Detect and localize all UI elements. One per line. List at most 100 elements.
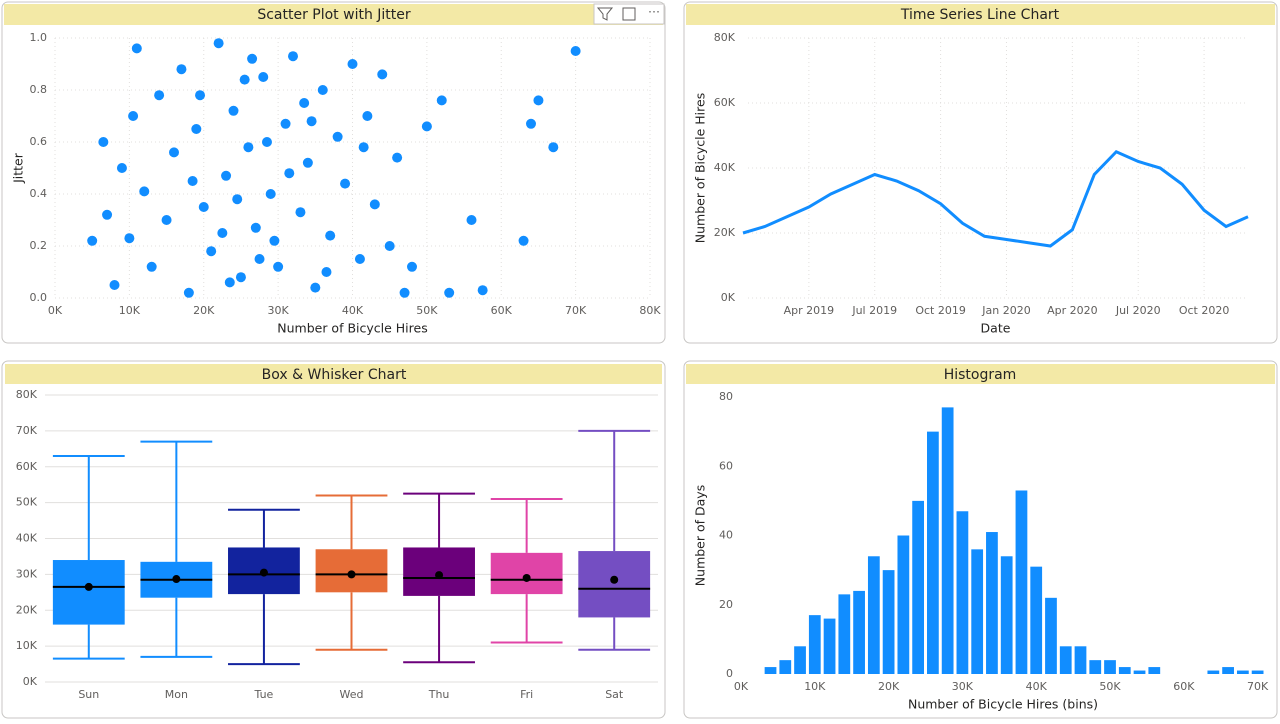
bar: [1222, 667, 1234, 674]
panel-header: [686, 4, 1275, 25]
chart-title: Time Series Line Chart: [900, 7, 1060, 23]
y-tick-label: 80K: [16, 388, 38, 401]
point: [243, 142, 254, 153]
point: [102, 209, 113, 220]
bar: [1118, 667, 1131, 674]
point: [261, 137, 272, 147]
y-tick-label: 0K: [721, 291, 736, 304]
filter-icon[interactable]: [596, 7, 614, 21]
bar: [971, 549, 984, 674]
panel-header: [4, 4, 663, 25]
bar: [912, 500, 925, 674]
chart-title: Box & Whisker Chart: [262, 367, 407, 383]
y-tick-label: 50K: [16, 496, 38, 509]
x-tick-label: Oct 2020: [1179, 304, 1230, 317]
x-tick-label: 60K: [491, 304, 513, 317]
point: [369, 199, 380, 210]
y-tick-label: 70K: [16, 424, 38, 437]
point: [258, 72, 269, 82]
y-tick-label: 1.0: [30, 31, 48, 44]
point: [169, 147, 179, 158]
bar: [941, 407, 954, 674]
point: [247, 53, 258, 64]
bar: [1207, 670, 1220, 674]
point: [358, 142, 369, 153]
point: [407, 261, 417, 272]
bar: [1059, 646, 1072, 674]
bar: [823, 618, 836, 674]
x-tick-label: Wed: [340, 688, 364, 701]
point: [295, 207, 306, 218]
point: [310, 282, 321, 293]
point: [436, 95, 447, 106]
point: [325, 230, 336, 241]
point: [533, 95, 544, 106]
x-tick-label: 30K: [952, 680, 974, 693]
point: [228, 105, 239, 116]
point: [116, 163, 127, 173]
point: [421, 121, 432, 132]
point: [235, 272, 246, 283]
point: [399, 287, 410, 298]
bar: [1148, 667, 1161, 674]
point: [176, 64, 187, 75]
point: [280, 118, 291, 129]
line: [742, 149, 1249, 248]
point: [269, 235, 280, 246]
y-tick-label: 0.6: [30, 135, 48, 148]
x-tick-label: 30K: [268, 304, 290, 317]
bar: [1104, 660, 1116, 674]
point: [570, 46, 581, 56]
y-tick-label: 0.0: [30, 291, 48, 304]
mean: [172, 575, 181, 584]
chart-title: Scatter Plot with Jitter: [257, 7, 411, 23]
point: [109, 280, 120, 290]
y-tick-label: 60K: [714, 96, 736, 109]
point: [139, 186, 150, 197]
y-tick-label: 80K: [714, 31, 736, 44]
more-icon[interactable]: ⋯: [648, 5, 660, 19]
panel-header: [686, 364, 1275, 384]
y-tick-label: 60: [719, 459, 733, 472]
x-tick-label: Jul 2019: [851, 304, 897, 317]
point: [198, 202, 209, 212]
focus-icon[interactable]: [622, 7, 636, 21]
box: [578, 551, 651, 618]
x-tick-label: 60K: [1173, 680, 1195, 693]
x-tick-label: Jul 2020: [1115, 304, 1161, 317]
y-tick-label: 80: [719, 390, 733, 403]
point: [87, 235, 98, 246]
point: [347, 59, 358, 69]
x-axis-label: Number of Bicycle Hires: [277, 321, 427, 336]
point: [477, 285, 488, 296]
point: [299, 98, 310, 108]
point: [191, 124, 202, 134]
x-tick-label: Apr 2019: [784, 304, 835, 317]
x-tick-label: 40K: [1026, 680, 1048, 693]
point: [317, 85, 328, 95]
bar: [1000, 556, 1013, 674]
point: [206, 246, 217, 257]
point: [321, 267, 332, 277]
bar: [897, 535, 910, 674]
x-tick-label: Sat: [605, 688, 624, 701]
point: [232, 194, 243, 205]
bar: [1015, 490, 1028, 674]
point: [195, 90, 206, 101]
x-axis-label: Date: [981, 321, 1011, 336]
x-tick-label: Jan 2020: [981, 304, 1030, 317]
x-tick-label: Thu: [428, 688, 450, 701]
bar: [764, 667, 777, 674]
x-tick-label: 0K: [48, 304, 63, 317]
y-tick-label: 0K: [23, 675, 38, 688]
point: [284, 168, 295, 179]
point: [384, 241, 395, 251]
point: [273, 261, 284, 272]
point: [392, 152, 403, 163]
y-tick-label: 0.8: [30, 83, 48, 96]
point: [548, 142, 559, 153]
point: [128, 111, 139, 121]
point: [362, 111, 373, 121]
panel-header: [5, 364, 662, 384]
